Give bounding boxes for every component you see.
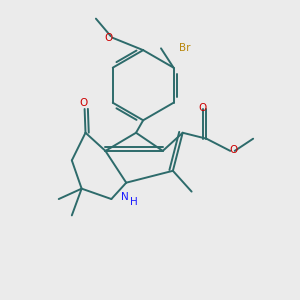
Text: O: O bbox=[198, 103, 206, 113]
Text: N: N bbox=[122, 192, 129, 202]
Text: O: O bbox=[79, 98, 87, 108]
Text: H: H bbox=[130, 197, 138, 207]
Text: Br: Br bbox=[179, 44, 191, 53]
Text: O: O bbox=[230, 145, 238, 155]
Text: O: O bbox=[105, 33, 113, 43]
